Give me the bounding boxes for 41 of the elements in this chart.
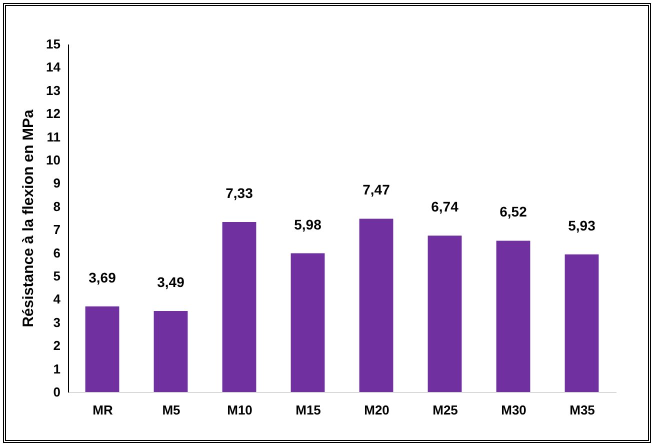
y-tick-label: 3 bbox=[53, 314, 60, 330]
y-tick-label: 15 bbox=[46, 36, 60, 52]
data-label: 3,69 bbox=[88, 269, 116, 286]
x-tick-label: M30 bbox=[501, 402, 526, 418]
y-tick-label: 11 bbox=[46, 129, 60, 144]
y-tick-label: 6 bbox=[53, 245, 60, 260]
data-label: 6,52 bbox=[500, 204, 528, 220]
y-tick-label: 10 bbox=[46, 152, 60, 168]
bar bbox=[85, 306, 120, 392]
x-tick-label: M10 bbox=[227, 402, 252, 418]
x-tick-label: M35 bbox=[570, 402, 595, 418]
x-tick-label: M25 bbox=[432, 402, 458, 418]
data-label: 5,98 bbox=[294, 216, 322, 232]
y-tick-label: 14 bbox=[46, 60, 62, 75]
bar bbox=[496, 240, 530, 392]
bar bbox=[154, 311, 188, 392]
x-tick-label: M15 bbox=[296, 402, 321, 418]
y-tick-label: 9 bbox=[53, 176, 60, 191]
y-tick-label: 2 bbox=[53, 338, 60, 354]
data-label: 7,47 bbox=[362, 182, 390, 198]
y-axis-title: Résistance à la flexion en MPa bbox=[20, 109, 38, 328]
data-label: 5,93 bbox=[568, 217, 596, 234]
bar bbox=[564, 254, 599, 392]
bar bbox=[428, 236, 462, 392]
y-tick-label: 1 bbox=[53, 361, 60, 376]
y-tick-label: 13 bbox=[46, 82, 60, 98]
data-label: 6,74 bbox=[431, 198, 459, 215]
data-label: 3,49 bbox=[157, 274, 185, 290]
y-tick-label: 8 bbox=[53, 198, 60, 214]
y-tick-label: 5 bbox=[53, 268, 60, 284]
bar bbox=[359, 218, 394, 392]
data-label: 7,33 bbox=[226, 184, 254, 201]
x-tick-label: M5 bbox=[162, 402, 180, 418]
bar bbox=[290, 253, 325, 392]
y-tick-label: 0 bbox=[53, 384, 60, 400]
bar bbox=[222, 222, 256, 392]
y-tick-label: 7 bbox=[53, 222, 60, 238]
y-tick-label: 12 bbox=[46, 106, 60, 122]
x-tick-label: MR bbox=[92, 402, 114, 418]
y-tick-label: 4 bbox=[53, 292, 62, 307]
x-tick-label: M20 bbox=[364, 402, 390, 418]
